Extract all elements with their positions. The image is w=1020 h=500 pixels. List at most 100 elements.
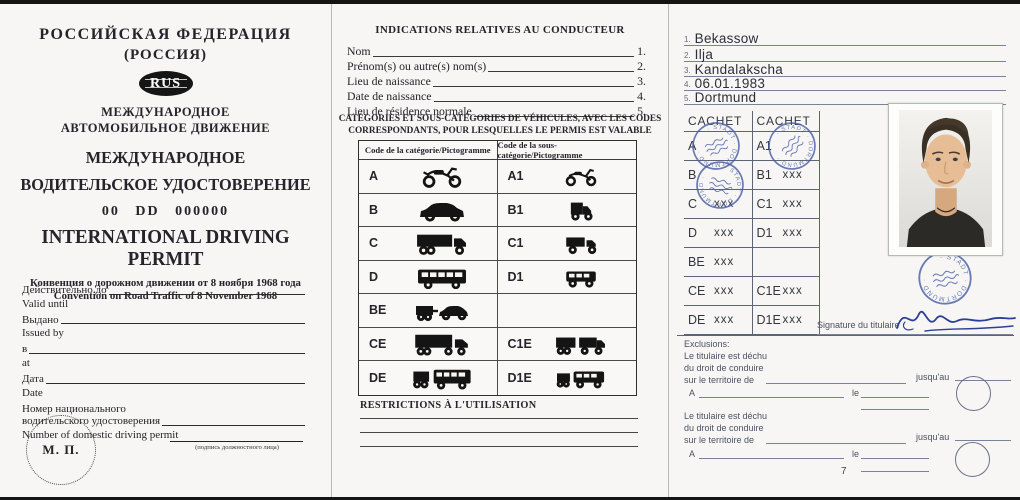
minibus-with-trailer-icon bbox=[534, 366, 637, 390]
issued-at-field: в at bbox=[22, 343, 305, 369]
cachet-mark: xxx bbox=[782, 198, 803, 210]
cachet-table-header: CACHET CACHET bbox=[684, 111, 819, 132]
field-label: Lieu de naissance bbox=[347, 74, 431, 88]
rus-country-badge: RUS bbox=[138, 71, 193, 96]
cachet-mark: xxx bbox=[714, 285, 735, 297]
entry-value: Ilja bbox=[694, 47, 714, 62]
cover-page: РОССИЙСКАЯ ФЕДЕРАЦИЯ (РОССИЯ) RUS МЕЖДУН… bbox=[0, 4, 331, 497]
le-label: le bbox=[852, 388, 860, 398]
exclusion-clause-line: sur le territoire de bbox=[684, 435, 755, 445]
category-code: CE bbox=[369, 336, 387, 351]
cachet-code: BE bbox=[688, 255, 705, 269]
driver-info-header: INDICATIONS RELATIVES AU CONDUCTEUR bbox=[375, 24, 625, 36]
category-row-be: BE bbox=[359, 294, 636, 328]
blank-line bbox=[29, 353, 305, 355]
field-label-ru: в bbox=[22, 343, 28, 356]
cachet-code: D bbox=[688, 226, 698, 240]
subcategory-code: C1E bbox=[507, 336, 532, 351]
cachet-row-ce: CE xxx C1E xxx bbox=[684, 277, 819, 306]
cachet-code: A1 bbox=[756, 139, 772, 153]
blank-line bbox=[433, 101, 635, 102]
bus-icon bbox=[395, 265, 497, 289]
driver-info-fields: Nom 1. Prénom(s) ou autre(s) nom(s) 2. Lie… bbox=[347, 44, 646, 119]
bottom-border bbox=[0, 497, 1020, 500]
page-fold-line bbox=[668, 4, 669, 497]
field-label-en: Valid until bbox=[22, 297, 69, 310]
category-row-c: C C1 bbox=[359, 227, 636, 261]
driver-info-page: INDICATIONS RELATIVES AU CONDUCTEUR Nom 1… bbox=[332, 4, 668, 497]
cachet-code: C1E bbox=[756, 284, 781, 298]
category-row-de: DE D1E bbox=[359, 361, 636, 395]
until-label: jusqu'au bbox=[916, 372, 950, 382]
blank-line bbox=[108, 293, 305, 295]
cachet-code: C1 bbox=[756, 197, 773, 211]
category-table-header: Code de la catégorie/Pictogramme Code de… bbox=[359, 140, 636, 160]
blank-line bbox=[766, 443, 906, 444]
cachet-mark: xxx bbox=[714, 227, 735, 239]
categories-title: CATÉGORIES ET SOUS-CATÉGORIES DE VÉHICUL… bbox=[332, 114, 668, 137]
categories-title-line1: CATÉGORIES ET SOUS-CATÉGORIES DE VÉHICUL… bbox=[338, 114, 662, 124]
categories-title-line2: CORRESPONDANTS, POUR LESQUELLES LE PERMI… bbox=[348, 125, 652, 136]
entry-number: 4. bbox=[684, 80, 691, 89]
permit-title-en: INTERNATIONAL DRIVING PERMIT bbox=[41, 226, 290, 270]
issued-by-field: Выдано Issued by bbox=[22, 314, 305, 340]
top-border bbox=[0, 0, 1020, 4]
blank-line bbox=[699, 397, 844, 398]
field-number: 3. bbox=[637, 74, 646, 88]
blank-line bbox=[360, 446, 638, 447]
exclusion-clause-line: du droit de conduire bbox=[684, 363, 764, 373]
official-signature-line bbox=[170, 441, 303, 442]
entry-number: 3. bbox=[684, 66, 691, 75]
field-label-ru: Выдано bbox=[22, 313, 59, 326]
category-table: Code de la catégorie/Pictogramme Code de… bbox=[358, 140, 637, 396]
cachet-column-header: CACHET bbox=[751, 111, 820, 131]
cachet-mark: xxx bbox=[782, 169, 803, 181]
category-code: DE bbox=[369, 370, 387, 385]
field-label: Lieu de résidence normale bbox=[347, 104, 472, 118]
entry-value: Bekassow bbox=[694, 31, 759, 46]
exclusion-clause-line: du droit de conduire bbox=[684, 423, 764, 433]
holder-signature-label: Signature du titulaire bbox=[817, 320, 900, 330]
field-label-en: at bbox=[22, 357, 30, 370]
exclusion-seal-circle bbox=[956, 376, 991, 411]
date-field: Дата Date bbox=[22, 373, 305, 399]
le-label: le bbox=[852, 449, 860, 459]
holder-signature bbox=[896, 310, 1016, 332]
field-number: 1. bbox=[637, 44, 646, 58]
blank-line bbox=[372, 56, 635, 57]
field-label: Prénom(s) ou autre(s) nom(s) bbox=[347, 59, 487, 73]
blank-line bbox=[861, 458, 929, 459]
portrait-photo bbox=[888, 103, 1003, 256]
field-label-ru: Действительно до bbox=[22, 284, 107, 296]
articulated-truck-icon bbox=[395, 332, 497, 356]
cachet-row-de: DE xxx D1E xxx bbox=[684, 306, 819, 335]
name-field: Nom 1. bbox=[347, 44, 646, 59]
residence-field: Lieu de résidence normale 5. bbox=[347, 104, 646, 119]
page-number: 7 bbox=[841, 466, 847, 477]
category-row-ce: CE C1E bbox=[359, 327, 636, 361]
exclusion-clause-line: sur le territoire de bbox=[684, 375, 755, 385]
field-number: 2. bbox=[637, 59, 646, 73]
cachet-mark: xxx bbox=[714, 314, 735, 326]
category-column-header: Code de la catégorie/Pictogramme bbox=[359, 141, 498, 159]
cachet-mark: xxx bbox=[782, 227, 803, 239]
delivery-van-icon bbox=[534, 198, 637, 222]
cachet-code: C bbox=[688, 197, 698, 211]
country-subtitle: (РОССИЯ) bbox=[123, 47, 208, 63]
cachet-mark: xxx bbox=[782, 285, 803, 297]
cachet-code: DE bbox=[688, 313, 706, 327]
blank-line bbox=[766, 383, 906, 384]
cachet-code: B1 bbox=[756, 168, 772, 182]
birthplace-field: Lieu de naissance 3. bbox=[347, 74, 646, 89]
restrictions-header: RESTRICTIONS À L'UTILISATION bbox=[360, 400, 537, 411]
moped-icon bbox=[534, 165, 637, 187]
a-label: A bbox=[689, 449, 696, 459]
blank-line bbox=[955, 440, 1011, 441]
subcategory-code: B1 bbox=[507, 202, 524, 217]
a-label: A bbox=[689, 388, 696, 398]
intl-traffic-line2: АВТОМОБИЛЬНОЕ ДВИЖЕНИЕ bbox=[60, 120, 271, 135]
holder-signature-line bbox=[817, 334, 1013, 335]
blank-line bbox=[699, 458, 844, 459]
convention-en: Convention on Road Traffic of 8 November… bbox=[53, 289, 278, 302]
